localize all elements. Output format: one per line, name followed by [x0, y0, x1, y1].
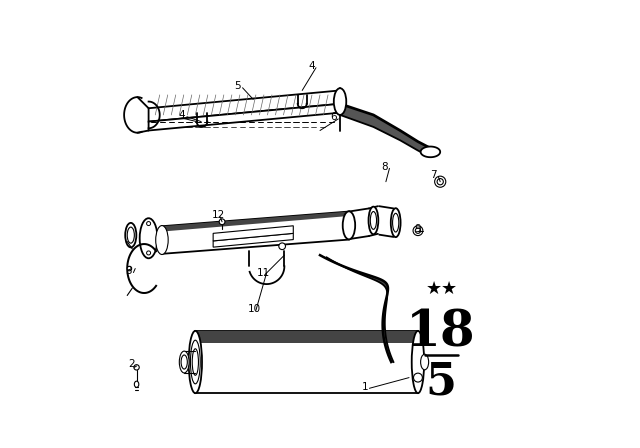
Ellipse shape	[413, 373, 422, 382]
Ellipse shape	[392, 213, 399, 232]
Polygon shape	[340, 104, 429, 156]
Text: 12: 12	[212, 210, 225, 220]
Ellipse shape	[192, 349, 198, 375]
Text: 8: 8	[381, 162, 388, 172]
Ellipse shape	[369, 207, 378, 234]
Polygon shape	[162, 211, 349, 254]
Text: 5: 5	[426, 361, 456, 404]
Ellipse shape	[134, 365, 140, 370]
Polygon shape	[213, 226, 293, 241]
Ellipse shape	[140, 218, 157, 258]
Ellipse shape	[179, 351, 189, 373]
Ellipse shape	[279, 243, 285, 250]
Ellipse shape	[342, 211, 355, 239]
Ellipse shape	[147, 251, 150, 255]
Text: 1: 1	[362, 382, 368, 392]
Ellipse shape	[134, 381, 139, 388]
Polygon shape	[148, 104, 340, 130]
Ellipse shape	[426, 147, 435, 157]
Ellipse shape	[437, 179, 444, 185]
Ellipse shape	[219, 219, 225, 224]
Text: ★: ★	[441, 280, 457, 297]
Ellipse shape	[412, 331, 424, 393]
Polygon shape	[213, 233, 293, 247]
Ellipse shape	[391, 208, 401, 237]
Ellipse shape	[420, 354, 429, 370]
Ellipse shape	[125, 223, 136, 247]
Ellipse shape	[156, 225, 168, 254]
Ellipse shape	[413, 226, 423, 236]
Ellipse shape	[191, 340, 200, 384]
Ellipse shape	[127, 266, 132, 271]
Ellipse shape	[334, 88, 346, 115]
Polygon shape	[320, 255, 394, 362]
Ellipse shape	[189, 331, 202, 393]
Text: 18: 18	[406, 309, 476, 358]
Ellipse shape	[127, 227, 134, 243]
Polygon shape	[420, 146, 440, 157]
Polygon shape	[195, 331, 418, 343]
Text: 9: 9	[415, 224, 422, 234]
Text: ★: ★	[426, 280, 442, 297]
Text: 4: 4	[179, 110, 186, 120]
Text: 6: 6	[330, 112, 337, 122]
Polygon shape	[162, 211, 349, 232]
Ellipse shape	[181, 355, 188, 369]
Ellipse shape	[415, 228, 420, 233]
Text: 10: 10	[248, 304, 261, 314]
Text: 2: 2	[129, 359, 135, 369]
Text: 5: 5	[234, 81, 241, 91]
Text: 11: 11	[257, 268, 270, 278]
Text: 3: 3	[125, 266, 132, 276]
Ellipse shape	[371, 211, 376, 229]
Ellipse shape	[435, 176, 446, 187]
Text: 4: 4	[308, 61, 315, 71]
Text: 7: 7	[431, 170, 437, 180]
Polygon shape	[148, 90, 340, 121]
Ellipse shape	[147, 222, 150, 225]
